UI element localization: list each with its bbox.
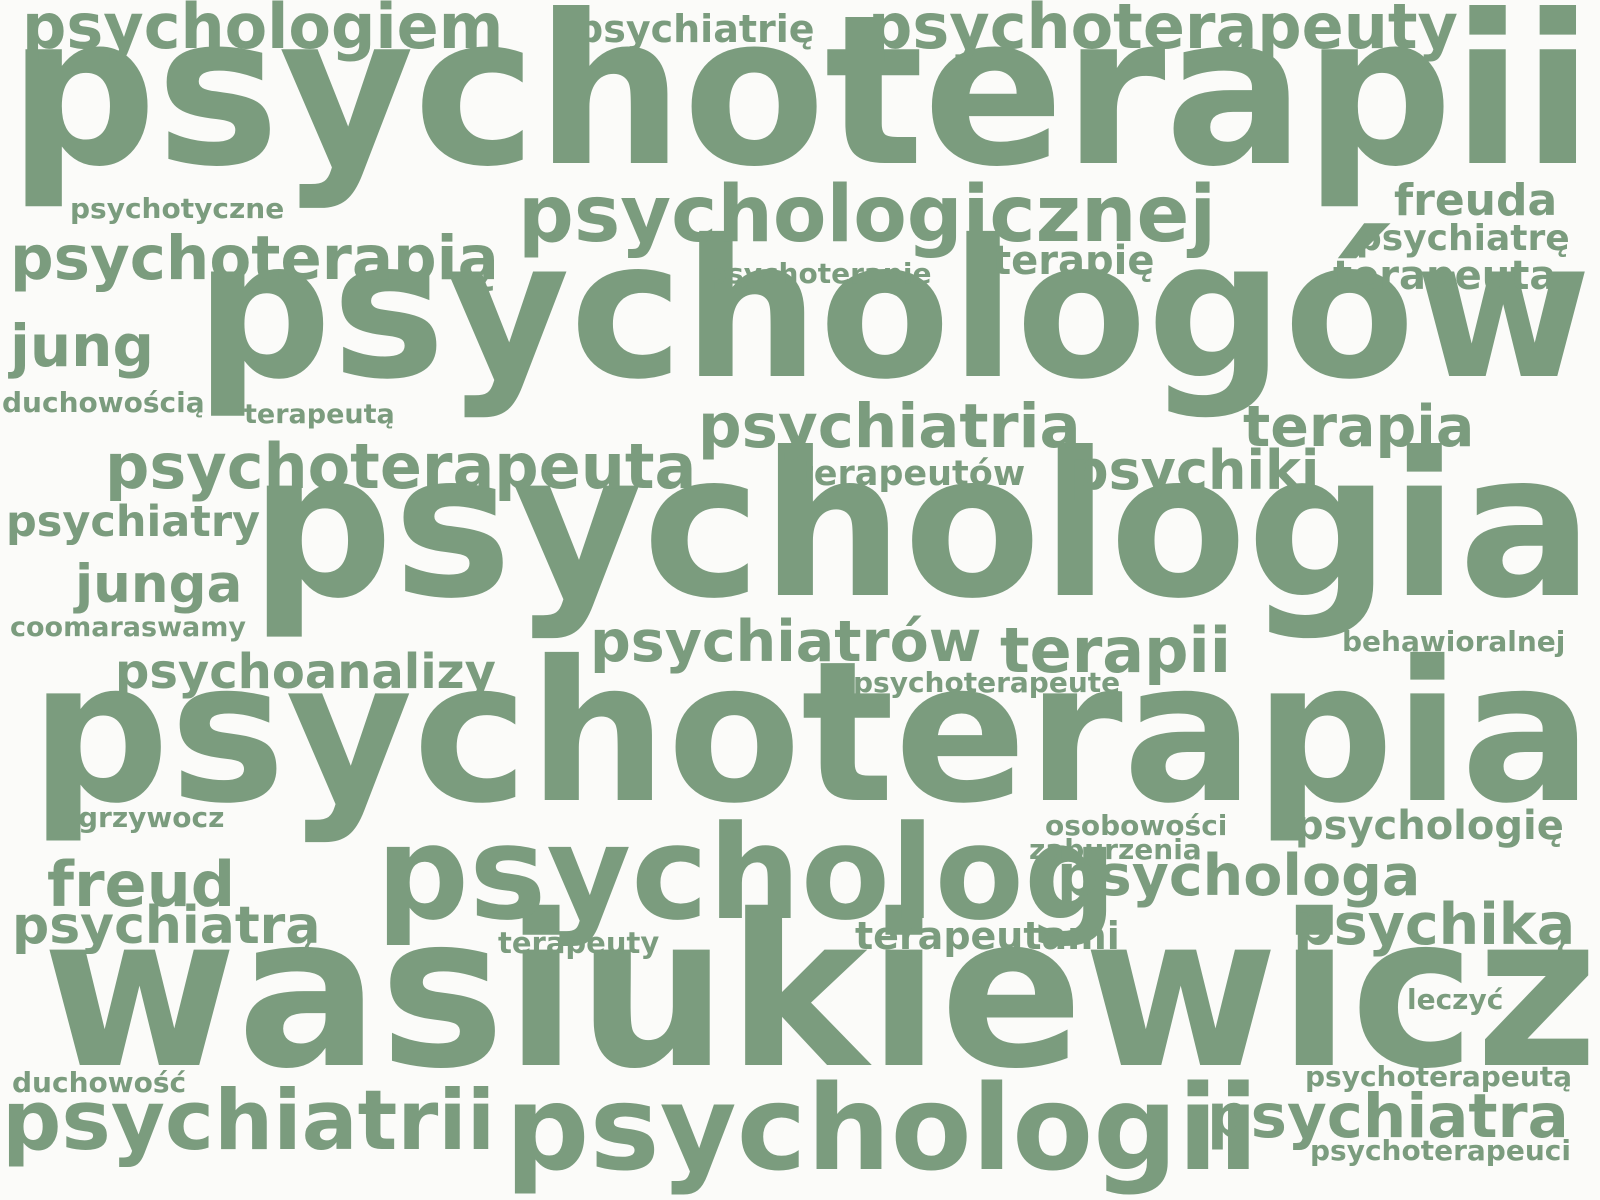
word-terapia: terapia <box>1243 394 1475 460</box>
word-terapeuta: terapeuta <box>1333 253 1557 299</box>
word-terapeuta-instr: terapeutą <box>244 399 395 430</box>
word-leczyc: leczyć <box>1407 983 1504 1016</box>
word-freuda: freuda <box>1394 175 1558 226</box>
word-psychiatrow: psychiatrów <box>590 609 982 675</box>
word-psychologicznej: psychologicznej <box>518 170 1217 260</box>
word-psychoterapeute: psychoterapeutę <box>853 666 1121 699</box>
word-jung: jung <box>10 312 154 380</box>
word-freud: freud <box>47 848 236 921</box>
word-duchowosc: duchowość <box>12 1066 187 1099</box>
word-psychiatra-instr: psychiatrą <box>12 896 321 956</box>
word-grzywocz: grzywocz <box>78 801 225 834</box>
word-psychiatrii: psychiatrii <box>2 1072 496 1169</box>
word-psychoterapeuta-instr: psychoterapeutą <box>1305 1060 1573 1093</box>
word-terapeutow: terapeutów <box>797 454 1026 494</box>
word-behawioralnej: behawioralnej <box>1342 625 1566 658</box>
word-psychoterapeuta: psychoterapeuta <box>105 430 697 503</box>
word-psychoterapeuty: psychoterapeuty <box>868 0 1458 63</box>
word-psychoterapia-instr: psychoterapią <box>10 223 499 294</box>
word-psychiki: psychiki <box>1070 439 1320 502</box>
word-osobowosci: osobowości <box>1045 809 1228 842</box>
word-zaburzenia: zaburzenia <box>1029 833 1202 866</box>
word-psychologa: psychologa <box>1057 843 1421 909</box>
word-psychiatry: psychiatry <box>6 497 261 547</box>
word-psychoterapii: psychoterapii <box>8 0 1593 213</box>
word-psychiatre: psychiatrę <box>1356 218 1570 259</box>
word-psychoterapia: psychoterapia <box>30 619 1593 846</box>
word-terapii: terapii <box>1000 614 1231 687</box>
word-wasiukiewicz: wasiukiewicz <box>42 869 1599 1115</box>
word-terapeutami: terapeutami <box>855 914 1120 958</box>
word-psychotyczne: psychotyczne <box>70 192 285 225</box>
word-psychika-instr: psychiką <box>1293 892 1576 958</box>
word-duchowoscia: duchowością <box>2 386 205 419</box>
word-psychologiem: psychologiem <box>22 0 504 63</box>
word-terapie: terapię <box>992 238 1155 284</box>
word-psycholog: psycholog <box>376 797 1118 949</box>
word-coomaraswamy: coomaraswamy <box>10 612 246 643</box>
word-junga: junga <box>75 554 243 615</box>
word-psychiatra: psychiatra <box>1207 1081 1569 1152</box>
word-psychiatria: psychiatria <box>698 391 1081 462</box>
word-psychiatrie-acc: psychiatrię <box>576 7 815 51</box>
word-psychologia: psychologia <box>250 410 1594 643</box>
word-psychologie: psychologię <box>1295 803 1564 849</box>
word-psychologii: psychologii <box>505 1059 1259 1197</box>
word-psychologow: psychologów <box>195 200 1592 422</box>
word-psychoterapeuci: psychoterapeuci <box>1310 1134 1571 1167</box>
word-psychoanalizy: psychoanalizy <box>115 644 496 700</box>
word-psychoterapie: psychoterapię <box>707 257 932 290</box>
word-terapeuty: terapeuty <box>498 926 660 960</box>
